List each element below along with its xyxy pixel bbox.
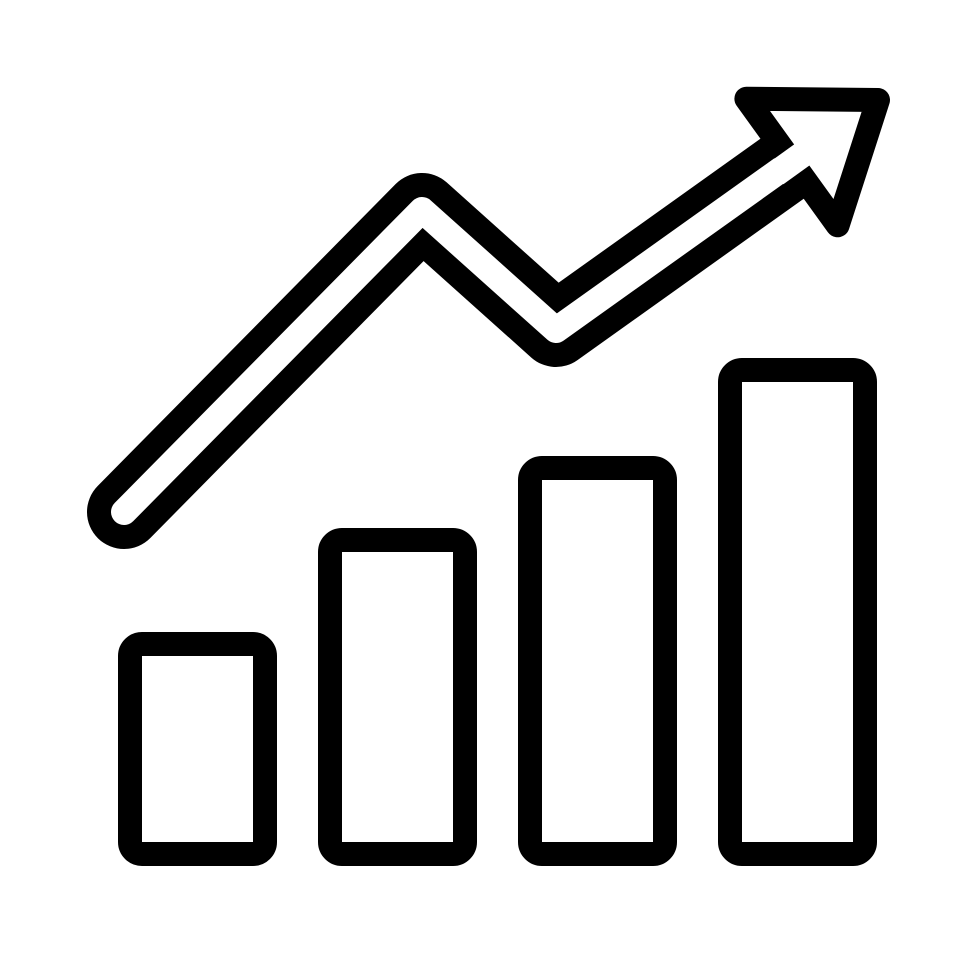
chart-bar-1 <box>130 644 265 854</box>
growth-bar-chart-icon <box>0 0 980 980</box>
chart-bar-2 <box>330 540 465 854</box>
chart-bar-3 <box>530 468 665 854</box>
chart-bar-4 <box>730 370 865 854</box>
